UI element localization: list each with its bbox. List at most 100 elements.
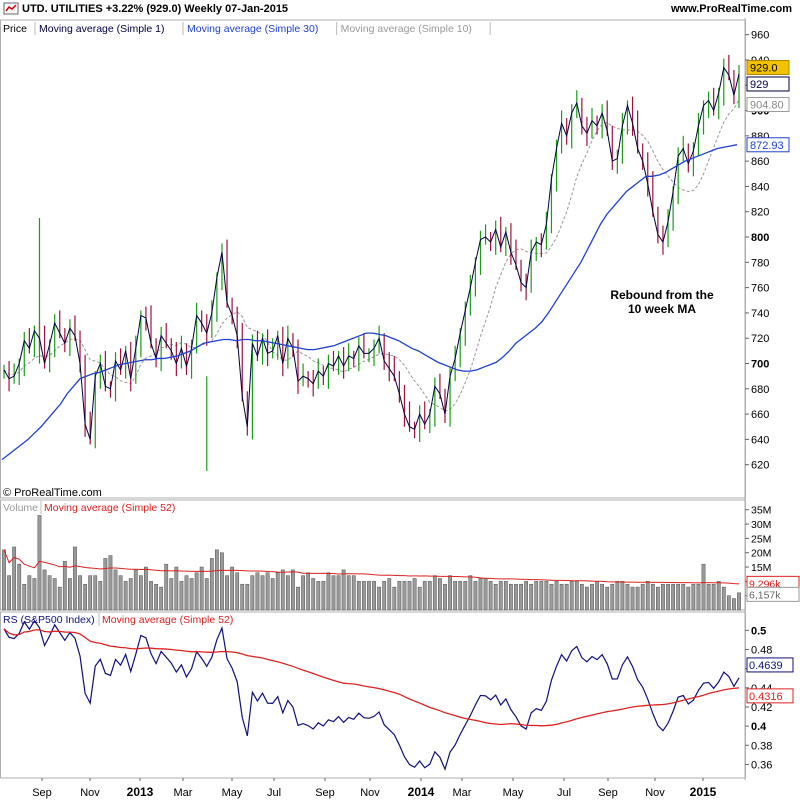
volume-bar [412, 578, 417, 611]
legend-entry: Price [3, 23, 27, 35]
volume-bar [220, 552, 224, 611]
volume-bar [275, 572, 280, 611]
price-tick-label: 960 [751, 30, 769, 42]
volume-bar [706, 583, 711, 611]
volume-tick-label: 20M [751, 548, 771, 560]
sma30-badge-box [746, 137, 790, 153]
volume-bar [610, 583, 615, 611]
x-tick-label: Jul [267, 787, 281, 799]
volume-bar [204, 578, 209, 611]
volume-bar [468, 575, 473, 611]
volume-bar [57, 586, 62, 611]
volume-bar [483, 578, 488, 611]
volume-bar [630, 586, 635, 611]
volume-bar [296, 586, 300, 611]
rs-tick-label: 0.38 [751, 740, 772, 752]
volume-bar [478, 578, 483, 611]
volume-bar [280, 569, 285, 611]
rs-badge-box [746, 657, 794, 673]
volume-bar [194, 572, 199, 611]
rs-ma-line [3, 628, 740, 727]
volume-bar [407, 581, 412, 611]
volume-bar [508, 583, 513, 611]
volume-bar [605, 586, 610, 611]
volume-bar [123, 581, 128, 611]
x-tick-label: 2014 [408, 785, 435, 799]
volume-bar [503, 581, 508, 611]
volume-bar [12, 546, 17, 611]
volume-bar [488, 581, 493, 611]
legend-entry: Moving average (Simple 1) [39, 23, 164, 35]
volume-bar [590, 583, 594, 611]
volume-bar [458, 581, 463, 611]
volume-bar [686, 586, 691, 611]
volume-bar [387, 578, 392, 611]
volume-bar [149, 581, 153, 611]
volume-bar [245, 583, 250, 611]
volume-bar [291, 569, 295, 611]
volume-bar [732, 598, 736, 611]
volume-bar [635, 586, 640, 611]
volume-bar [47, 575, 52, 611]
rs-line [3, 619, 740, 771]
price-badge: 929.0 [750, 63, 778, 75]
volume-bar [235, 572, 240, 611]
volume-bar [225, 575, 229, 611]
volume-bar [7, 575, 11, 611]
volume-bar [169, 578, 174, 611]
volume-bar [620, 581, 625, 611]
volume-bar [144, 566, 148, 611]
volume-bar [17, 563, 22, 611]
volume-bar [625, 583, 630, 611]
price-tick-label: 700 [751, 359, 769, 371]
panel-frame [0, 19, 746, 499]
volume-bar [569, 581, 574, 611]
price-tick-label: 740 [751, 308, 769, 320]
price-tick-label: 720 [751, 333, 769, 345]
volume-bar [240, 583, 245, 611]
volume-bar [361, 581, 366, 611]
price-tick-label: 640 [751, 434, 769, 446]
x-tick-label: Sep [315, 787, 335, 799]
volume-bar [83, 583, 88, 611]
volume-bar [559, 583, 564, 611]
volume-bar [22, 583, 27, 611]
site-url[interactable]: www.ProRealTime.com [670, 3, 792, 15]
volume-bar [351, 575, 356, 611]
volume-bar [341, 569, 346, 611]
volume-bar [544, 581, 549, 611]
chart-area[interactable]: Price Moving average (Simple 1) Moving ave… [0, 18, 800, 800]
volume-badge-box [746, 586, 800, 602]
volume-bar [554, 581, 559, 611]
price-tick-label: 680 [751, 384, 769, 396]
x-tick-label: 2013 [127, 785, 154, 799]
rs-badge: 0.4639 [749, 660, 783, 672]
volume-bar [397, 581, 402, 611]
volume-tick-label: 25M [751, 533, 771, 545]
volume-bar [113, 569, 118, 611]
rs-tick-label: 0.4 [751, 721, 767, 733]
rs-tick-label: 0.48 [751, 645, 772, 657]
volume-bar [691, 583, 696, 611]
x-tick-label: Sep [32, 787, 52, 799]
volume-bar [184, 575, 189, 611]
volume-tick-label: 30M [751, 519, 771, 531]
volume-bar [681, 583, 686, 611]
x-tick-label: Jul [557, 787, 571, 799]
rs-tick-label: 0.42 [751, 702, 772, 714]
volume-bar [701, 563, 706, 611]
x-axis: Sep Nov 2013 Mar May Jul Sep Nov 2014 Mar May Jul Se… [32, 778, 717, 799]
sma10-line [3, 99, 740, 412]
price-panel: Price Moving average (Simple 1) Moving ave… [1, 22, 790, 499]
price-tick-label: 820 [751, 207, 769, 219]
price-tick-label: 780 [751, 257, 769, 269]
volume-bar [443, 583, 447, 611]
volume-bar [356, 581, 361, 611]
chart-header: UTD. UTILITIES +3.22% (929.0) Weekly 07-… [0, 0, 800, 18]
price-badge-box [746, 60, 790, 76]
volume-bar [574, 581, 579, 611]
volume-bar [392, 586, 397, 611]
volume-bar [103, 558, 108, 611]
volume-bar [93, 575, 98, 611]
volume-bar [453, 581, 458, 611]
